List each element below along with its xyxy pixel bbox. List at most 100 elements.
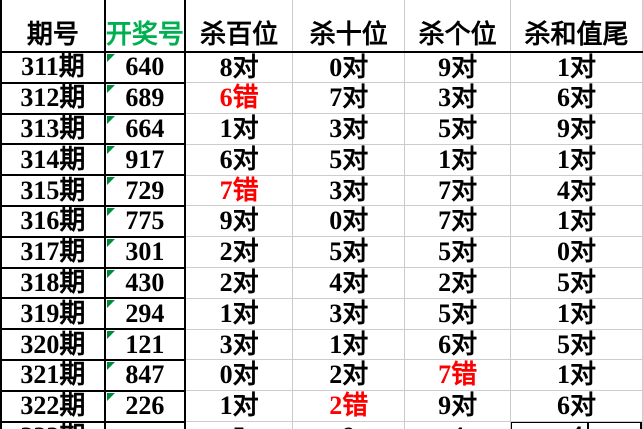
- draw-number-cell[interactable]: 729: [103, 174, 186, 207]
- kill-tens-cell[interactable]: 3对: [292, 113, 406, 145]
- table-row: 311期 640 8对 0对 9对 1对: [0, 51, 643, 84]
- kill-hundreds-cell[interactable]: 2对: [184, 267, 294, 299]
- draw-number-cell[interactable]: 775: [103, 204, 186, 238]
- period-cell[interactable]: 323期: [0, 420, 106, 429]
- header-kill-sum-tail[interactable]: 杀和值尾: [510, 0, 643, 53]
- kill-sum-tail-cell[interactable]: 1对: [510, 298, 643, 330]
- kill-hundreds-cell[interactable]: 9对: [184, 205, 294, 238]
- kill-ones-cell[interactable]: 6对: [404, 329, 512, 361]
- kill-tens-cell[interactable]: 7对: [292, 82, 406, 115]
- kill-hundreds-cell[interactable]: 1对: [184, 390, 294, 423]
- kill-sum-tail-cell[interactable]: 6对: [510, 82, 643, 115]
- kill-hundreds-cell[interactable]: 3对: [184, 329, 294, 361]
- kill-hundreds-cell[interactable]: 0对: [184, 359, 294, 392]
- kill-sum-tail-cell[interactable]: 5对: [510, 329, 643, 361]
- comment-triangle-icon: [106, 361, 115, 370]
- table-row: 320期 121 3对 1对 6对 5对: [0, 328, 643, 361]
- period-cell[interactable]: 319期: [0, 297, 106, 331]
- period-cell[interactable]: 315期: [0, 174, 106, 207]
- draw-number-cell[interactable]: 294: [103, 297, 186, 331]
- draw-number-cell[interactable]: 664: [103, 112, 186, 146]
- header-draw-number[interactable]: 开奖号: [104, 0, 186, 53]
- draw-number-cell[interactable]: 226: [103, 389, 186, 423]
- kill-ones-cell[interactable]: 2对: [404, 267, 512, 299]
- selection-extra-cell[interactable]: [589, 423, 640, 429]
- period-cell[interactable]: 321期: [0, 358, 106, 392]
- kill-ones-cell[interactable]: 9对: [404, 390, 512, 423]
- selected-cell[interactable]: 4: [512, 423, 589, 429]
- kill-tens-cell[interactable]: 4对: [292, 267, 406, 299]
- kill-ones-cell[interactable]: 4: [404, 421, 512, 429]
- kill-hundreds-cell[interactable]: 6对: [184, 144, 294, 176]
- kill-ones-cell[interactable]: 3对: [404, 82, 512, 115]
- kill-tens-cell[interactable]: 2错: [292, 390, 406, 423]
- kill-ones-cell[interactable]: 5对: [404, 298, 512, 330]
- kill-sum-tail-cell[interactable]: 4: [510, 421, 643, 429]
- draw-number-cell[interactable]: 689: [103, 81, 186, 115]
- draw-number-cell[interactable]: 121: [103, 328, 186, 361]
- kill-sum-tail-cell[interactable]: 0对: [510, 236, 643, 269]
- kill-hundreds-cell[interactable]: 1对: [184, 298, 294, 330]
- kill-hundreds-cell[interactable]: 7错: [184, 175, 294, 207]
- header-period[interactable]: 期号: [0, 0, 106, 53]
- kill-sum-tail-cell[interactable]: 1对: [510, 205, 643, 238]
- period-cell[interactable]: 316期: [0, 204, 106, 238]
- table-row: 313期 664 1对 3对 5对 9对: [0, 112, 643, 146]
- kill-ones-cell[interactable]: 7对: [404, 205, 512, 238]
- period-cell[interactable]: 314期: [0, 143, 106, 177]
- comment-triangle-icon: [106, 177, 115, 186]
- draw-number-cell[interactable]: 430: [103, 266, 186, 300]
- draw-number-cell[interactable]: 301: [103, 235, 186, 269]
- comment-triangle-icon: [106, 238, 115, 247]
- kill-ones-cell[interactable]: 5对: [404, 113, 512, 145]
- period-cell[interactable]: 318期: [0, 266, 106, 300]
- kill-sum-tail-cell[interactable]: 4对: [510, 175, 643, 207]
- kill-hundreds-cell[interactable]: 2对: [184, 236, 294, 269]
- kill-hundreds-cell[interactable]: 5: [184, 421, 294, 429]
- header-kill-hundreds[interactable]: 杀百位: [184, 0, 294, 53]
- kill-ones-cell[interactable]: 1对: [404, 144, 512, 176]
- kill-tens-cell[interactable]: 0对: [292, 52, 406, 84]
- draw-number-cell[interactable]: 847: [103, 358, 186, 392]
- kill-ones-cell[interactable]: 7对: [404, 175, 512, 207]
- draw-number-cell[interactable]: 917: [103, 143, 186, 177]
- comment-triangle-icon: [106, 331, 115, 340]
- comment-triangle-icon: [106, 207, 115, 216]
- kill-tens-cell[interactable]: 0对: [292, 205, 406, 238]
- kill-hundreds-cell[interactable]: 8对: [184, 52, 294, 84]
- period-cell[interactable]: 313期: [0, 112, 106, 146]
- kill-hundreds-cell[interactable]: 6错: [184, 82, 294, 115]
- kill-sum-tail-cell[interactable]: 5对: [510, 267, 643, 299]
- draw-number-cell[interactable]: [103, 420, 186, 429]
- kill-ones-cell[interactable]: 9对: [404, 52, 512, 84]
- period-cell[interactable]: 311期: [0, 51, 106, 84]
- kill-tens-cell[interactable]: 5对: [292, 144, 406, 176]
- kill-tens-cell[interactable]: 3对: [292, 175, 406, 207]
- header-kill-ones[interactable]: 杀个位: [404, 0, 512, 53]
- period-cell[interactable]: 317期: [0, 235, 106, 269]
- kill-hundreds-cell[interactable]: 1对: [184, 113, 294, 145]
- kill-ones-cell[interactable]: 5对: [404, 236, 512, 269]
- kill-tens-cell[interactable]: 1对: [292, 329, 406, 361]
- comment-triangle-icon: [106, 392, 115, 401]
- draw-number-cell[interactable]: 640: [103, 51, 186, 84]
- period-cell[interactable]: 320期: [0, 328, 106, 361]
- kill-tens-cell[interactable]: 9: [292, 421, 406, 429]
- period-cell[interactable]: 322期: [0, 389, 106, 423]
- table-row: 312期 689 6错 7对 3对 6对: [0, 81, 643, 115]
- kill-tens-cell[interactable]: 2对: [292, 359, 406, 392]
- kill-tens-cell[interactable]: 3对: [292, 298, 406, 330]
- kill-sum-tail-cell[interactable]: 6对: [510, 390, 643, 423]
- table-row: 317期 301 2对 5对 5对 0对: [0, 235, 643, 269]
- selection-range[interactable]: 4: [510, 421, 642, 429]
- kill-sum-tail-cell[interactable]: 1对: [510, 359, 643, 392]
- comment-triangle-icon: [106, 54, 115, 62]
- kill-tens-cell[interactable]: 5对: [292, 236, 406, 269]
- period-cell[interactable]: 312期: [0, 81, 106, 115]
- kill-sum-tail-cell[interactable]: 1对: [510, 144, 643, 176]
- header-kill-tens[interactable]: 杀十位: [292, 0, 406, 53]
- kill-sum-tail-cell[interactable]: 1对: [510, 52, 643, 84]
- kill-ones-cell[interactable]: 7错: [404, 359, 512, 392]
- kill-sum-tail-cell[interactable]: 9对: [510, 113, 643, 145]
